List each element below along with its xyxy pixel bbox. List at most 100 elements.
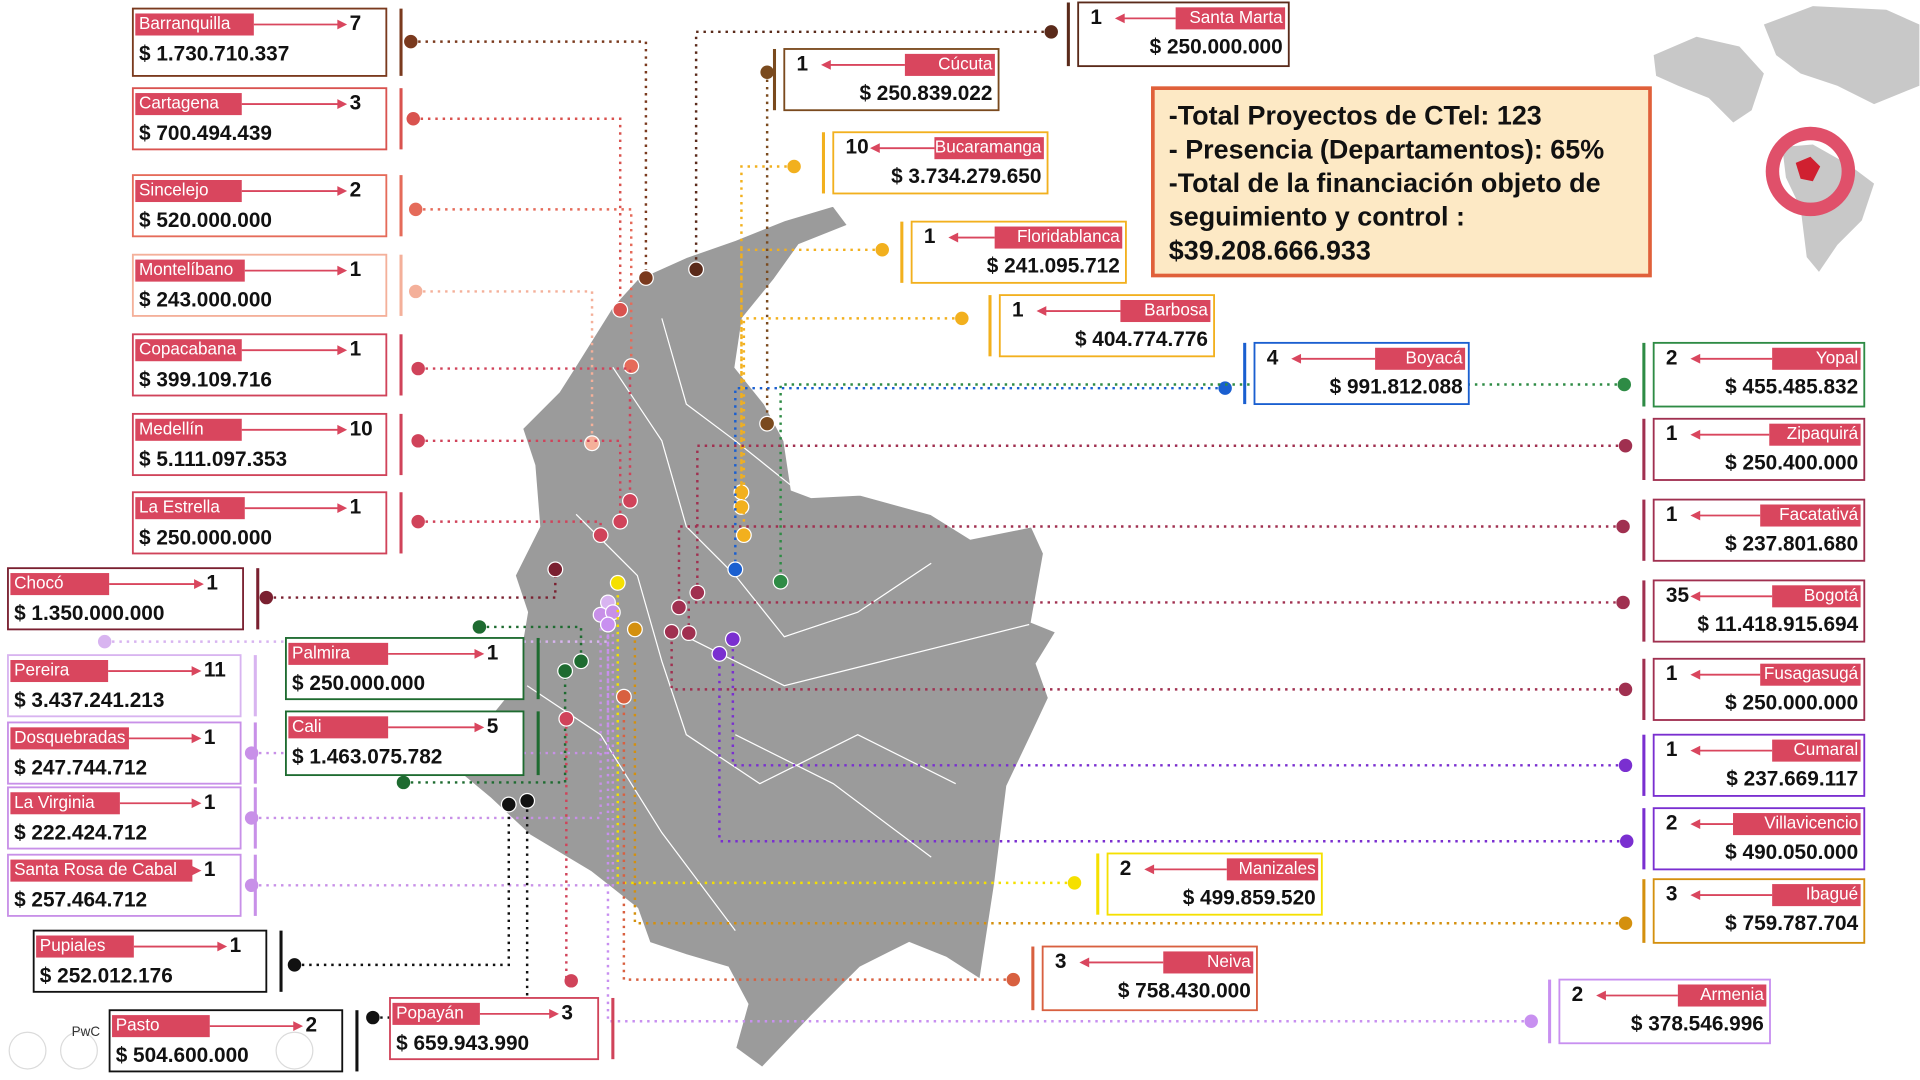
name-highlight bbox=[135, 180, 242, 203]
arrow-head bbox=[337, 265, 348, 276]
name-highlight bbox=[1772, 739, 1861, 762]
name-highlight bbox=[10, 727, 129, 750]
label-dot bbox=[472, 620, 487, 634]
city-name: Pereira bbox=[14, 660, 70, 680]
city-name: Facatativá bbox=[1779, 504, 1858, 524]
project-count: 1 bbox=[1012, 299, 1024, 322]
label-dot bbox=[875, 243, 889, 257]
project-count: 3 bbox=[1666, 883, 1678, 906]
label-dot bbox=[1044, 25, 1058, 39]
city-box: 1 Santa Marta $ 250.000.000 bbox=[1066, 1, 1290, 68]
arrow-head bbox=[1144, 864, 1155, 875]
colombia-map bbox=[444, 204, 1058, 1069]
arrow-head bbox=[1114, 13, 1125, 24]
connector bbox=[740, 248, 883, 507]
arrow-head bbox=[1079, 957, 1090, 968]
arrow-head bbox=[1690, 745, 1701, 756]
project-count: 1 bbox=[487, 641, 499, 664]
amount: $ 5.111.097.353 bbox=[139, 448, 287, 471]
connector bbox=[718, 653, 1627, 843]
control bbox=[275, 1031, 314, 1070]
city-dot bbox=[711, 645, 728, 662]
name-highlight bbox=[934, 137, 1044, 160]
arrow-head bbox=[1690, 669, 1701, 680]
arrow-head bbox=[194, 579, 204, 589]
label-dot bbox=[411, 434, 425, 448]
city-dot bbox=[573, 653, 589, 670]
label-dot bbox=[760, 65, 774, 79]
name-highlight bbox=[1772, 585, 1861, 608]
project-count: 2 bbox=[350, 179, 362, 202]
name-highlight bbox=[135, 93, 242, 116]
control bbox=[8, 1031, 47, 1070]
city-name: Santa Marta bbox=[1189, 7, 1283, 27]
name-highlight bbox=[10, 660, 109, 683]
city-name: Barranquilla bbox=[139, 13, 231, 33]
city-name: Zipaquirá bbox=[1787, 423, 1859, 443]
label-dot bbox=[396, 775, 411, 790]
city-box: Montelíbano 1 $ 243.000.000 bbox=[131, 253, 403, 317]
summary-line: - Presencia (Departamentos): 65% bbox=[1169, 134, 1604, 164]
name-highlight bbox=[1175, 7, 1286, 30]
city-dot bbox=[584, 435, 600, 452]
city-box: La Estrella 1 $ 250.000.000 bbox=[131, 491, 403, 555]
city-dot bbox=[733, 498, 750, 515]
name-highlight bbox=[135, 497, 245, 520]
project-count: 5 bbox=[487, 715, 499, 738]
amount: $ 399.109.716 bbox=[139, 368, 272, 391]
project-count: 1 bbox=[924, 225, 936, 248]
connector bbox=[415, 208, 633, 367]
land bbox=[1653, 36, 1764, 123]
city-box: 1 Facatativá $ 237.801.680 bbox=[1642, 498, 1866, 562]
city-dot bbox=[600, 616, 616, 633]
name-highlight bbox=[1760, 504, 1861, 527]
city-name: Chocó bbox=[14, 573, 64, 593]
city-box: 1 Cúcuta $ 250.839.022 bbox=[772, 48, 1000, 112]
city-box: 2 Yopal $ 455.485.832 bbox=[1642, 341, 1866, 408]
city-dot bbox=[759, 415, 776, 432]
city-dot bbox=[592, 527, 609, 544]
city-name: La Virginia bbox=[14, 792, 95, 812]
city-name: Pasto bbox=[116, 1015, 160, 1035]
city-box: Palmira 1 $ 250.000.000 bbox=[284, 637, 540, 701]
label-dot bbox=[408, 284, 423, 299]
control bbox=[60, 1031, 98, 1070]
city-dot bbox=[519, 792, 536, 809]
project-count: 1 bbox=[206, 572, 218, 595]
city-box: Sincelejo 2 $ 520.000.000 bbox=[131, 174, 403, 238]
connector bbox=[687, 601, 1624, 634]
amount: $ 378.546.996 bbox=[1631, 1012, 1764, 1035]
amount: $ 759.787.704 bbox=[1725, 912, 1858, 935]
label-dot bbox=[1616, 519, 1630, 534]
city-name: Bucaramanga bbox=[935, 137, 1042, 157]
city-name: Montelíbano bbox=[139, 259, 233, 279]
city-dot bbox=[612, 513, 629, 530]
arrow-head bbox=[870, 143, 880, 154]
city-name: Yopal bbox=[1816, 347, 1858, 367]
project-count: 1 bbox=[350, 338, 362, 361]
city-name: Floridablanca bbox=[1017, 226, 1120, 246]
name-highlight bbox=[1772, 884, 1861, 907]
city-name: Villavicencio bbox=[1764, 813, 1858, 833]
label-dot bbox=[406, 112, 420, 126]
city-dot bbox=[547, 561, 564, 578]
project-count: 3 bbox=[561, 1001, 573, 1024]
amount: $ 241.095.712 bbox=[987, 254, 1120, 277]
name-highlight bbox=[135, 339, 242, 362]
project-count: 1 bbox=[350, 496, 362, 519]
arrow-head bbox=[337, 19, 348, 30]
city-box: Barranquilla 7 $ 1.730.710.337 bbox=[131, 7, 403, 77]
amount: $ 659.943.990 bbox=[396, 1032, 529, 1055]
amount: $ 520.000.000 bbox=[139, 209, 272, 232]
city-name: Ibagué bbox=[1806, 884, 1858, 904]
arrow-head bbox=[337, 424, 348, 435]
slide-controls bbox=[8, 1031, 314, 1070]
name-highlight bbox=[994, 226, 1123, 249]
city-dot bbox=[727, 561, 744, 578]
connector bbox=[251, 612, 615, 887]
summary-line: -Total de la financiación objeto de bbox=[1169, 168, 1601, 198]
amount: $ 3.437.241.213 bbox=[14, 689, 164, 712]
label-dot bbox=[564, 974, 578, 988]
amount: $ 243.000.000 bbox=[139, 289, 272, 312]
colombia-highlight bbox=[1795, 156, 1821, 182]
